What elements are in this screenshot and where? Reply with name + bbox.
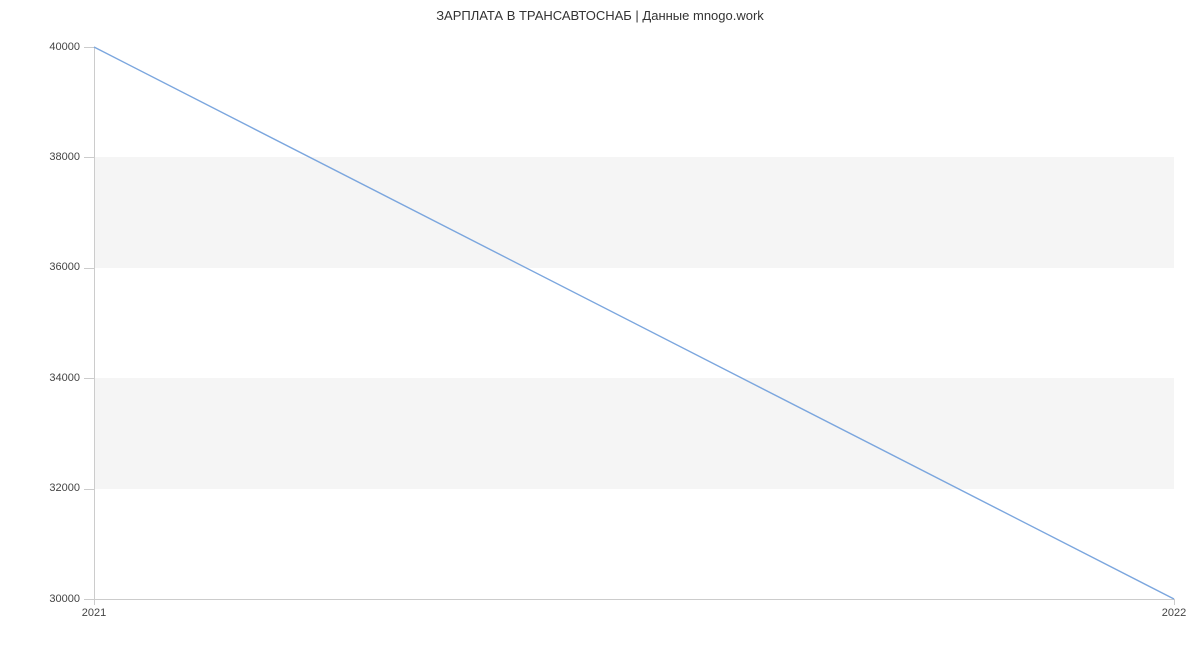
y-tick-label: 32000 bbox=[20, 483, 80, 494]
y-tick-label: 40000 bbox=[20, 42, 80, 53]
x-tick bbox=[1174, 599, 1175, 605]
y-tick-label: 36000 bbox=[20, 262, 80, 273]
y-tick-label: 34000 bbox=[20, 373, 80, 384]
y-tick bbox=[84, 268, 94, 269]
y-tick bbox=[84, 378, 94, 379]
chart-container: ЗАРПЛАТА В ТРАНСАВТОСНАБ | Данные mnogo.… bbox=[0, 0, 1200, 650]
y-tick-label: 38000 bbox=[20, 152, 80, 163]
y-tick bbox=[84, 489, 94, 490]
x-axis bbox=[94, 599, 1174, 600]
x-tick bbox=[94, 599, 95, 605]
chart-title: ЗАРПЛАТА В ТРАНСАВТОСНАБ | Данные mnogo.… bbox=[0, 8, 1200, 23]
plot-area: 30000320003400036000380004000020212022 bbox=[94, 47, 1174, 599]
line-series bbox=[94, 47, 1174, 599]
y-tick-label: 30000 bbox=[20, 594, 80, 605]
series-layer bbox=[94, 47, 1174, 599]
y-tick bbox=[84, 47, 94, 48]
y-tick bbox=[84, 157, 94, 158]
x-tick-label: 2022 bbox=[1144, 608, 1200, 619]
x-tick-label: 2021 bbox=[64, 608, 124, 619]
y-tick bbox=[84, 599, 94, 600]
